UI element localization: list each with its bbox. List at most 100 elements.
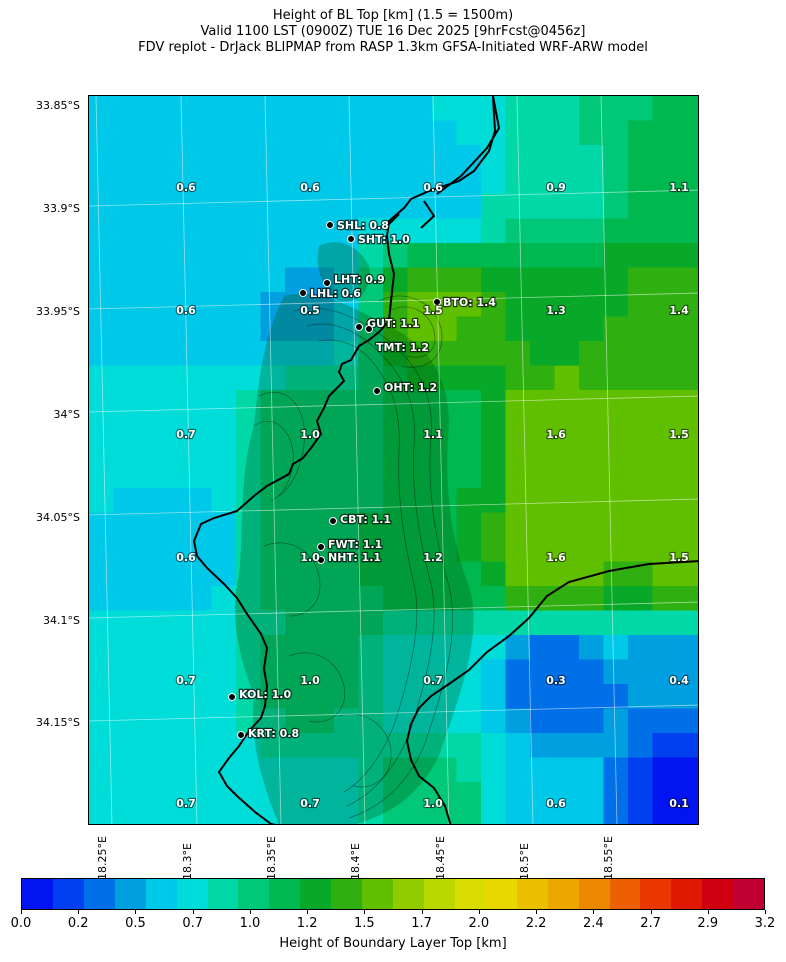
bl-cell (383, 757, 408, 783)
bl-cell (652, 610, 678, 636)
bl-cell (530, 365, 555, 391)
bl-cell (554, 96, 580, 121)
bl-cell (677, 316, 698, 342)
bl-cell (211, 806, 237, 824)
bl-cell (432, 561, 457, 587)
bl-cell (383, 169, 408, 195)
bl-cell (505, 292, 531, 317)
bl-cell (309, 757, 335, 783)
bl-cell (187, 561, 212, 587)
bl-cell (236, 120, 261, 146)
bl-cell (260, 316, 286, 342)
bl-cell (334, 610, 359, 636)
bl-cell (236, 659, 261, 685)
colorbar-segment (362, 879, 394, 909)
grid-value-label: 1.5 (669, 428, 689, 441)
colorbar-segment (671, 879, 703, 909)
grid-value-label: 1.6 (546, 428, 566, 441)
bl-cell (628, 659, 653, 685)
bl-cell (652, 512, 678, 538)
bl-cell (89, 439, 114, 464)
bl-cell (162, 635, 188, 660)
bl-cell (162, 512, 188, 538)
bl-cell (652, 757, 678, 783)
bl-cell (432, 316, 457, 342)
bl-cell (603, 169, 629, 195)
bl-cell (236, 561, 261, 587)
grid-value-label: 0.9 (546, 181, 566, 194)
bl-cell (652, 463, 678, 489)
bl-cell (187, 782, 212, 807)
bl-cell (89, 414, 114, 440)
bl-cell (187, 390, 212, 415)
bl-cell (383, 806, 408, 824)
bl-cell (358, 194, 384, 219)
bl-cell (505, 316, 531, 342)
bl-cell (530, 218, 555, 244)
bl-cell (432, 757, 457, 783)
bl-cell (383, 96, 408, 121)
bl-cell (481, 561, 506, 587)
bl-cell (138, 488, 163, 513)
bl-cell (505, 267, 531, 293)
bl-cell (481, 463, 506, 489)
bl-cell (309, 708, 335, 734)
bl-cell (309, 267, 335, 293)
colorbar-segment (640, 879, 672, 909)
bl-cell (652, 96, 678, 121)
bl-cell (138, 316, 163, 342)
bl-cell (579, 463, 604, 489)
bl-cell (358, 757, 384, 783)
bl-cell (334, 537, 359, 562)
bl-cell (603, 635, 629, 660)
bl-cell (407, 561, 433, 587)
bl-cell (652, 267, 678, 293)
bl-cell (505, 806, 531, 824)
longitude-gridline (516, 96, 534, 824)
station-label: FWT: 1.1 (328, 538, 382, 551)
bl-cell (603, 267, 629, 293)
bl-cell (579, 439, 604, 464)
bl-cell (113, 488, 139, 513)
station-marker (317, 543, 325, 551)
grid-value-label: 0.6 (176, 181, 196, 194)
bl-cell (138, 243, 163, 268)
bl-cell (236, 96, 261, 121)
colorbar-tick-label: 2.0 (468, 916, 490, 931)
grid-value-label: 1.5 (669, 551, 689, 564)
latitude-tick-label: 33.85°S (36, 99, 80, 112)
station-marker (329, 517, 337, 525)
bl-cell (187, 243, 212, 268)
bl-cell (187, 659, 212, 685)
bl-cell (309, 463, 335, 489)
bl-cell (432, 806, 457, 824)
colorbar-segment (207, 879, 239, 909)
latitude-tick-label: 34.15°S (36, 716, 80, 729)
bl-cell (505, 365, 531, 391)
grid-value-label: 0.5 (300, 304, 320, 317)
bl-cell (481, 488, 506, 513)
bl-cell (187, 414, 212, 440)
bl-cell (677, 684, 698, 709)
bl-cell (628, 708, 653, 734)
bl-cell (603, 414, 629, 440)
bl-cell (579, 145, 604, 170)
bl-cell (211, 586, 237, 611)
bl-cell (603, 488, 629, 513)
bl-cell (652, 390, 678, 415)
colorbar-tick-label: 1.2 (296, 916, 318, 931)
bl-cell (236, 512, 261, 538)
bl-cell (138, 708, 163, 734)
bl-cell (138, 292, 163, 317)
bl-cell (554, 316, 580, 342)
bl-cell (89, 365, 114, 391)
bl-cell (481, 684, 506, 709)
bl-cell (138, 806, 163, 824)
bl-cell (603, 96, 629, 121)
bl-cell (407, 243, 433, 268)
bl-cell (554, 243, 580, 268)
map-area[interactable]: SHL: 0.8 SHT: 1.0 LHT: 0.9 LHL: 0.6 BTO: 1.4… (88, 95, 699, 825)
bl-cell (162, 708, 188, 734)
bl-cell (211, 96, 237, 121)
bl-cell (162, 806, 188, 824)
